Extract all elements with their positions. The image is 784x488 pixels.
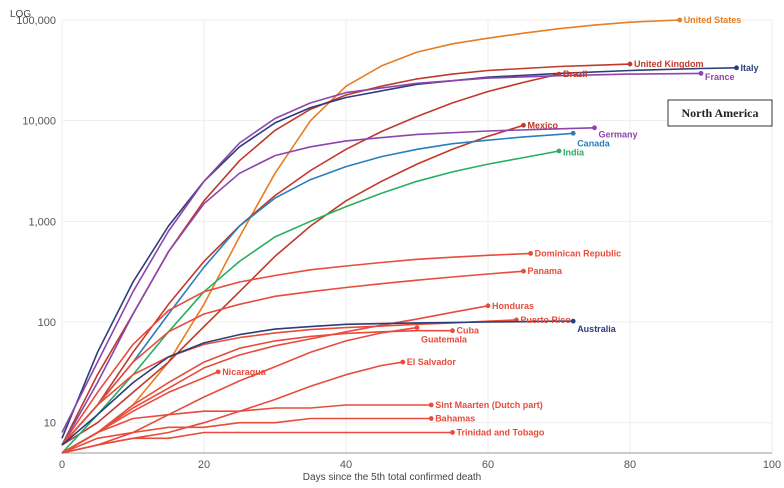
x-tick-label-20: 20 — [198, 459, 210, 471]
y-tick-label-10: 10 — [44, 418, 56, 430]
series-line-bahamas — [62, 419, 431, 454]
y-tick-label-10000: 10,000 — [22, 116, 56, 128]
series-label-puerto-rico: Puerto Rico — [520, 315, 571, 325]
y-axis-label: LOG — [10, 9, 31, 20]
series-label-united-states: United States — [684, 15, 742, 25]
series-end-point-italy — [734, 65, 739, 70]
series-end-point-sint-maarten-dutch-part — [429, 403, 434, 408]
series-label-france: France — [705, 72, 735, 82]
series-label-australia: Australia — [577, 324, 617, 334]
series-end-point-el-salvador — [400, 360, 405, 365]
series-label-trinidad-and-tobago: Trinidad and Tobago — [457, 427, 545, 437]
x-tick-label-100: 100 — [763, 459, 781, 471]
series-end-point-united-states — [677, 18, 682, 23]
series-label-sint-maarten-dutch-part: Sint Maarten (Dutch part) — [435, 400, 543, 410]
series-end-point-canada — [571, 131, 576, 136]
series-end-point-cuba — [450, 328, 455, 333]
series-end-point-australia — [571, 319, 576, 324]
series-end-point-trinidad-and-tobago — [450, 430, 455, 435]
series-line-germany — [62, 128, 595, 445]
series-end-point-mexico — [521, 123, 526, 128]
x-tick-label-60: 60 — [482, 459, 494, 471]
series-label-honduras: Honduras — [492, 301, 534, 311]
series-line-sint-maarten-dutch-part — [62, 405, 431, 453]
series-label-mexico: Mexico — [528, 120, 559, 130]
series-line-trinidad-and-tobago — [62, 433, 453, 454]
series-line-united-states — [62, 20, 680, 453]
x-tick-label-40: 40 — [340, 459, 352, 471]
y-tick-label-1000: 1,000 — [28, 216, 56, 228]
series-label-italy: Italy — [741, 63, 759, 73]
series-end-point-india — [557, 149, 562, 154]
series-label-india: India — [563, 147, 585, 157]
series-label-nicaragua: Nicaragua — [222, 367, 267, 377]
series-end-point-panama — [521, 269, 526, 274]
series-label-united-kingdom: United Kingdom — [634, 59, 704, 69]
x-tick-label-0: 0 — [59, 459, 65, 471]
x-tick-label-80: 80 — [624, 459, 636, 471]
panel-title-box: North America — [668, 100, 772, 126]
series-label-el-salvador: El Salvador — [407, 357, 457, 367]
y-tick-label-100: 100 — [38, 317, 56, 329]
series-end-point-france — [699, 71, 704, 76]
series-end-point-bahamas — [429, 416, 434, 421]
series-end-point-guatemala — [415, 325, 420, 330]
series-end-point-dominican-republic — [528, 251, 533, 256]
series-end-point-honduras — [486, 303, 491, 308]
series-end-point-united-kingdom — [628, 62, 633, 67]
series-group — [62, 18, 739, 453]
series-label-bahamas: Bahamas — [435, 414, 475, 424]
series-end-point-germany — [592, 125, 597, 130]
x-axis-label: Days since the 5th total confirmed death — [303, 472, 481, 483]
series-label-brazil: Brazil — [563, 69, 588, 79]
x-axis-ticks: 0 20 40 60 80 100 — [59, 459, 781, 471]
panel-title: North America — [682, 106, 759, 120]
series-label-dominican-republic: Dominican Republic — [535, 248, 622, 258]
series-label-panama: Panama — [528, 266, 564, 276]
series-end-point-nicaragua — [216, 369, 221, 374]
series-label-guatemala: Guatemala — [421, 335, 468, 345]
